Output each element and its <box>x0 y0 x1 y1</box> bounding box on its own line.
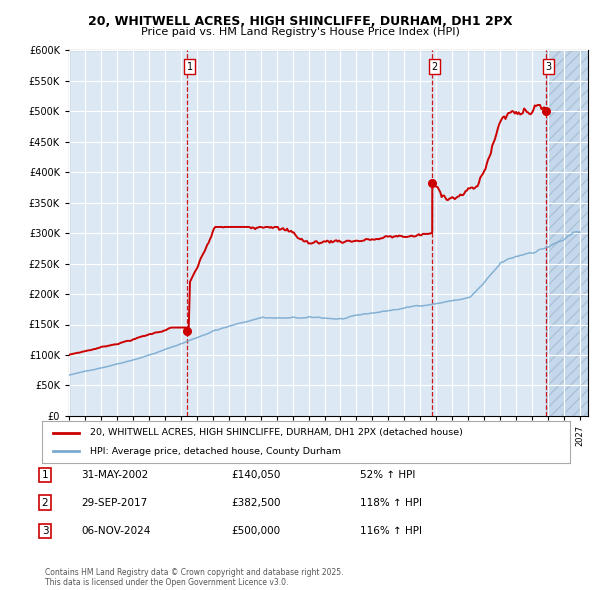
Text: 3: 3 <box>545 61 551 71</box>
Text: 52% ↑ HPI: 52% ↑ HPI <box>360 470 415 480</box>
Text: £382,500: £382,500 <box>231 498 281 507</box>
Text: 29-SEP-2017: 29-SEP-2017 <box>81 498 147 507</box>
Text: 118% ↑ HPI: 118% ↑ HPI <box>360 498 422 507</box>
Text: 3: 3 <box>41 526 49 536</box>
Bar <box>545 50 588 416</box>
Text: 2: 2 <box>41 498 49 507</box>
Text: 31-MAY-2002: 31-MAY-2002 <box>81 470 148 480</box>
Text: 1: 1 <box>187 61 193 71</box>
Text: 06-NOV-2024: 06-NOV-2024 <box>81 526 151 536</box>
Text: HPI: Average price, detached house, County Durham: HPI: Average price, detached house, Coun… <box>89 447 341 455</box>
Text: 2: 2 <box>431 61 438 71</box>
Text: 20, WHITWELL ACRES, HIGH SHINCLIFFE, DURHAM, DH1 2PX: 20, WHITWELL ACRES, HIGH SHINCLIFFE, DUR… <box>88 15 512 28</box>
Bar <box>545 50 588 416</box>
Text: £500,000: £500,000 <box>231 526 280 536</box>
Text: £140,050: £140,050 <box>231 470 280 480</box>
Text: Price paid vs. HM Land Registry's House Price Index (HPI): Price paid vs. HM Land Registry's House … <box>140 27 460 37</box>
Text: 1: 1 <box>41 470 49 480</box>
Text: Contains HM Land Registry data © Crown copyright and database right 2025.
This d: Contains HM Land Registry data © Crown c… <box>45 568 343 587</box>
Text: 20, WHITWELL ACRES, HIGH SHINCLIFFE, DURHAM, DH1 2PX (detached house): 20, WHITWELL ACRES, HIGH SHINCLIFFE, DUR… <box>89 428 463 437</box>
Text: 116% ↑ HPI: 116% ↑ HPI <box>360 526 422 536</box>
